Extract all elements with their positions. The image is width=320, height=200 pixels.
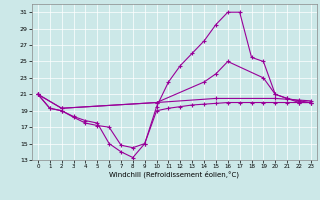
X-axis label: Windchill (Refroidissement éolien,°C): Windchill (Refroidissement éolien,°C) <box>109 171 239 178</box>
